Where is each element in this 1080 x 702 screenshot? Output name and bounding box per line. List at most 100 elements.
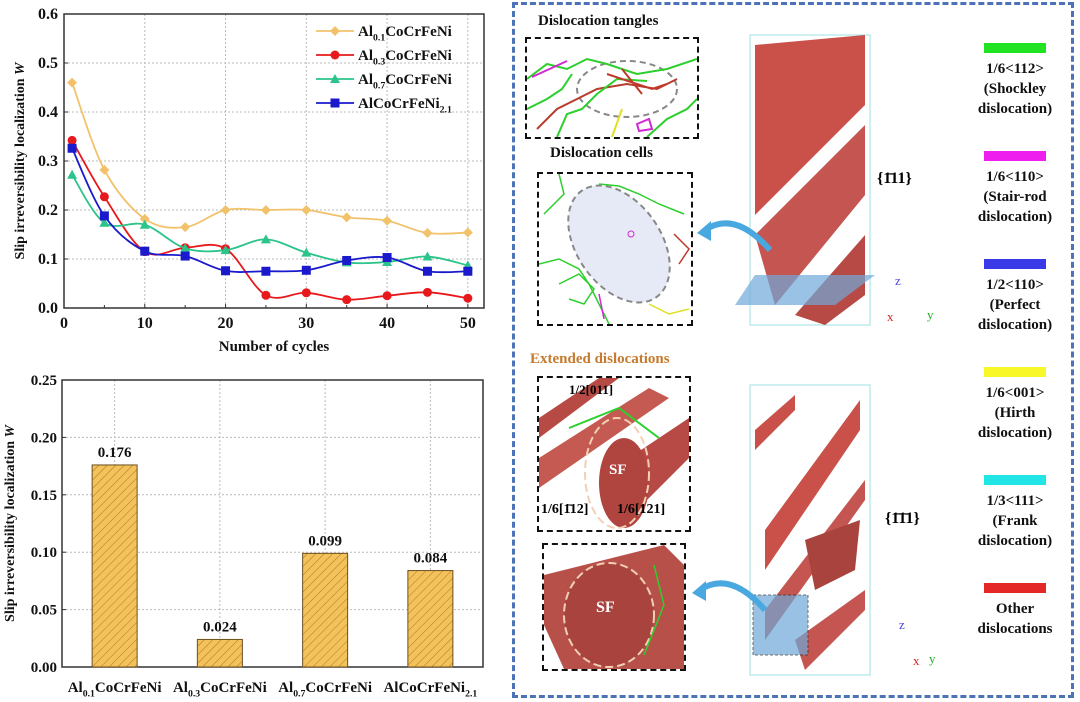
bar-data-label: 0.084 xyxy=(414,551,448,567)
plane-label-bottom: {1̄1̄1} xyxy=(885,510,920,527)
series-2 xyxy=(67,169,473,270)
y-tick-label: 0.15 xyxy=(31,488,57,504)
data-point xyxy=(422,251,433,261)
data-point xyxy=(422,228,433,239)
data-point xyxy=(220,245,231,255)
extended-inset-top: 1/2[011] SF 1/6[1̄12] 1/6[121] xyxy=(537,376,691,532)
legend-item: 1/6<110> (Stair-rod dislocation) xyxy=(955,151,1075,227)
sf-label-bottom: SF xyxy=(596,599,615,616)
data-point xyxy=(342,255,352,265)
data-point xyxy=(140,246,150,256)
extended-title: Extended dislocations xyxy=(530,351,670,367)
legend-label: Other dislocations xyxy=(977,601,1053,637)
axis-y-label: y xyxy=(929,651,936,666)
legend-item: Other dislocations xyxy=(955,583,1075,639)
legend-marker xyxy=(330,50,340,60)
data-point xyxy=(99,211,109,221)
burgers-right-label: 1/6[121] xyxy=(617,502,666,517)
legend-marker xyxy=(330,74,340,83)
y-tick-label: 0.25 xyxy=(31,373,57,389)
arrow-icon xyxy=(692,580,768,612)
data-point xyxy=(382,215,393,226)
simulation-box-top xyxy=(735,34,875,326)
y-tick-label: 0.00 xyxy=(31,660,57,676)
simulation-box-bottom xyxy=(749,384,871,676)
x-tick-label: Al0.7CoCrFeNi xyxy=(278,680,372,700)
data-point xyxy=(301,205,312,215)
legend-swatch xyxy=(984,367,1046,377)
tangles-inset xyxy=(525,37,699,139)
series-line xyxy=(71,139,468,301)
legend-item: 1/2<110> (Perfect dislocation) xyxy=(955,259,1075,335)
legend-label: 1/6<001> (Hirth dislocation) xyxy=(977,385,1053,441)
x-tick-label: 10 xyxy=(137,315,153,332)
axis-triad-bottom: z x y xyxy=(899,617,949,668)
simulation-panel: Dislocation tangles Dislocation cells xyxy=(512,2,1074,698)
y-tick-label: 0.6 xyxy=(38,6,58,23)
y-axis-label: Slip irreversibility localization W xyxy=(3,424,18,622)
y-tick-label: 0.4 xyxy=(38,104,58,121)
axis-z-label: z xyxy=(899,617,905,632)
data-point xyxy=(462,227,473,238)
y-axis-label: Slip irreversibility localization W xyxy=(13,61,28,259)
bar xyxy=(302,552,349,668)
extended-image-bottom xyxy=(544,545,684,669)
cells-inset xyxy=(537,172,693,326)
data-point xyxy=(180,251,190,261)
data-point xyxy=(463,293,473,303)
series-3 xyxy=(67,143,473,276)
data-point xyxy=(67,77,78,88)
axis-z-label: z xyxy=(895,273,901,288)
legend-swatch xyxy=(984,475,1046,485)
x-tick-label: 0 xyxy=(60,315,68,332)
axis-y-label: y xyxy=(927,307,934,322)
data-point xyxy=(99,217,110,227)
dislocation-legend: 1/6<112> (Shockley dislocation) 1/6<110> … xyxy=(955,5,1075,695)
y-tick-label: 0.5 xyxy=(38,55,58,72)
legend-item: 1/3<111> (Frank dislocation) xyxy=(955,475,1075,551)
arrow-icon xyxy=(697,220,773,252)
x-tick-label: AlCoCrFeNi2.1 xyxy=(383,680,477,700)
data-point xyxy=(382,253,392,263)
legend-label: Al0.1CoCrFeNi xyxy=(358,24,452,44)
x-tick-label: Al0.1CoCrFeNi xyxy=(68,680,162,700)
data-point xyxy=(301,247,312,257)
legend-label: AlCoCrFeNi2.1 xyxy=(358,96,452,116)
axis-x-label: x xyxy=(913,653,920,668)
y-tick-label: 0.3 xyxy=(38,153,58,170)
data-point xyxy=(260,234,271,244)
tangles-image xyxy=(527,57,697,137)
data-point xyxy=(261,290,271,300)
data-point xyxy=(99,164,110,175)
cells-image xyxy=(539,174,690,324)
plot-frame xyxy=(61,379,484,668)
data-point xyxy=(220,205,231,215)
y-tick-label: 0.2 xyxy=(38,202,58,219)
bar-data-label: 0.024 xyxy=(203,619,237,635)
data-point xyxy=(422,266,432,276)
data-point xyxy=(180,243,191,253)
data-point xyxy=(99,192,109,202)
legend-item: 1/6<001> (Hirth dislocation) xyxy=(955,367,1075,443)
series-1 xyxy=(67,135,473,305)
data-point xyxy=(67,143,77,153)
data-point xyxy=(260,205,271,215)
legend-label: 1/2<110> (Perfect dislocation) xyxy=(977,277,1053,333)
extended-image-top xyxy=(539,378,689,530)
data-point xyxy=(463,266,473,276)
line-chart: 0 10 20 30 40 50 0.0 0.1 0.2 0.3 0.4 0.5 0.6 Number o… xyxy=(13,6,485,355)
y-tick-label: 0.10 xyxy=(31,545,57,561)
data-point xyxy=(67,169,78,179)
legend-marker xyxy=(330,98,340,108)
legend-item: 1/6<112> (Shockley dislocation) xyxy=(955,43,1075,119)
y-tick-label: 0.20 xyxy=(31,430,57,446)
burgers-top-label: 1/2[011] xyxy=(569,382,614,397)
y-tick-label: 0.05 xyxy=(31,603,57,619)
data-point xyxy=(221,266,231,276)
x-tick-label: 50 xyxy=(460,315,476,332)
x-tick-label: 40 xyxy=(379,315,395,332)
x-tick-label: Al0.3CoCrFeNi xyxy=(173,680,267,700)
sf-label-top: SF xyxy=(609,462,627,478)
series-line xyxy=(71,174,469,267)
legend-label: 1/3<111> (Frank dislocation) xyxy=(977,493,1053,549)
